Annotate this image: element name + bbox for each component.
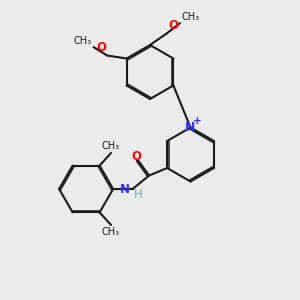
Text: O: O [96, 41, 106, 54]
Text: CH₃: CH₃ [102, 227, 120, 237]
Text: CH₃: CH₃ [182, 12, 200, 22]
Text: H: H [134, 188, 142, 201]
Text: CH₃: CH₃ [102, 141, 120, 151]
Text: CH₃: CH₃ [74, 36, 92, 46]
Text: N: N [120, 182, 130, 196]
Text: O: O [131, 150, 142, 164]
Text: O: O [168, 19, 178, 32]
Text: +: + [193, 116, 202, 126]
Text: N: N [185, 121, 196, 134]
